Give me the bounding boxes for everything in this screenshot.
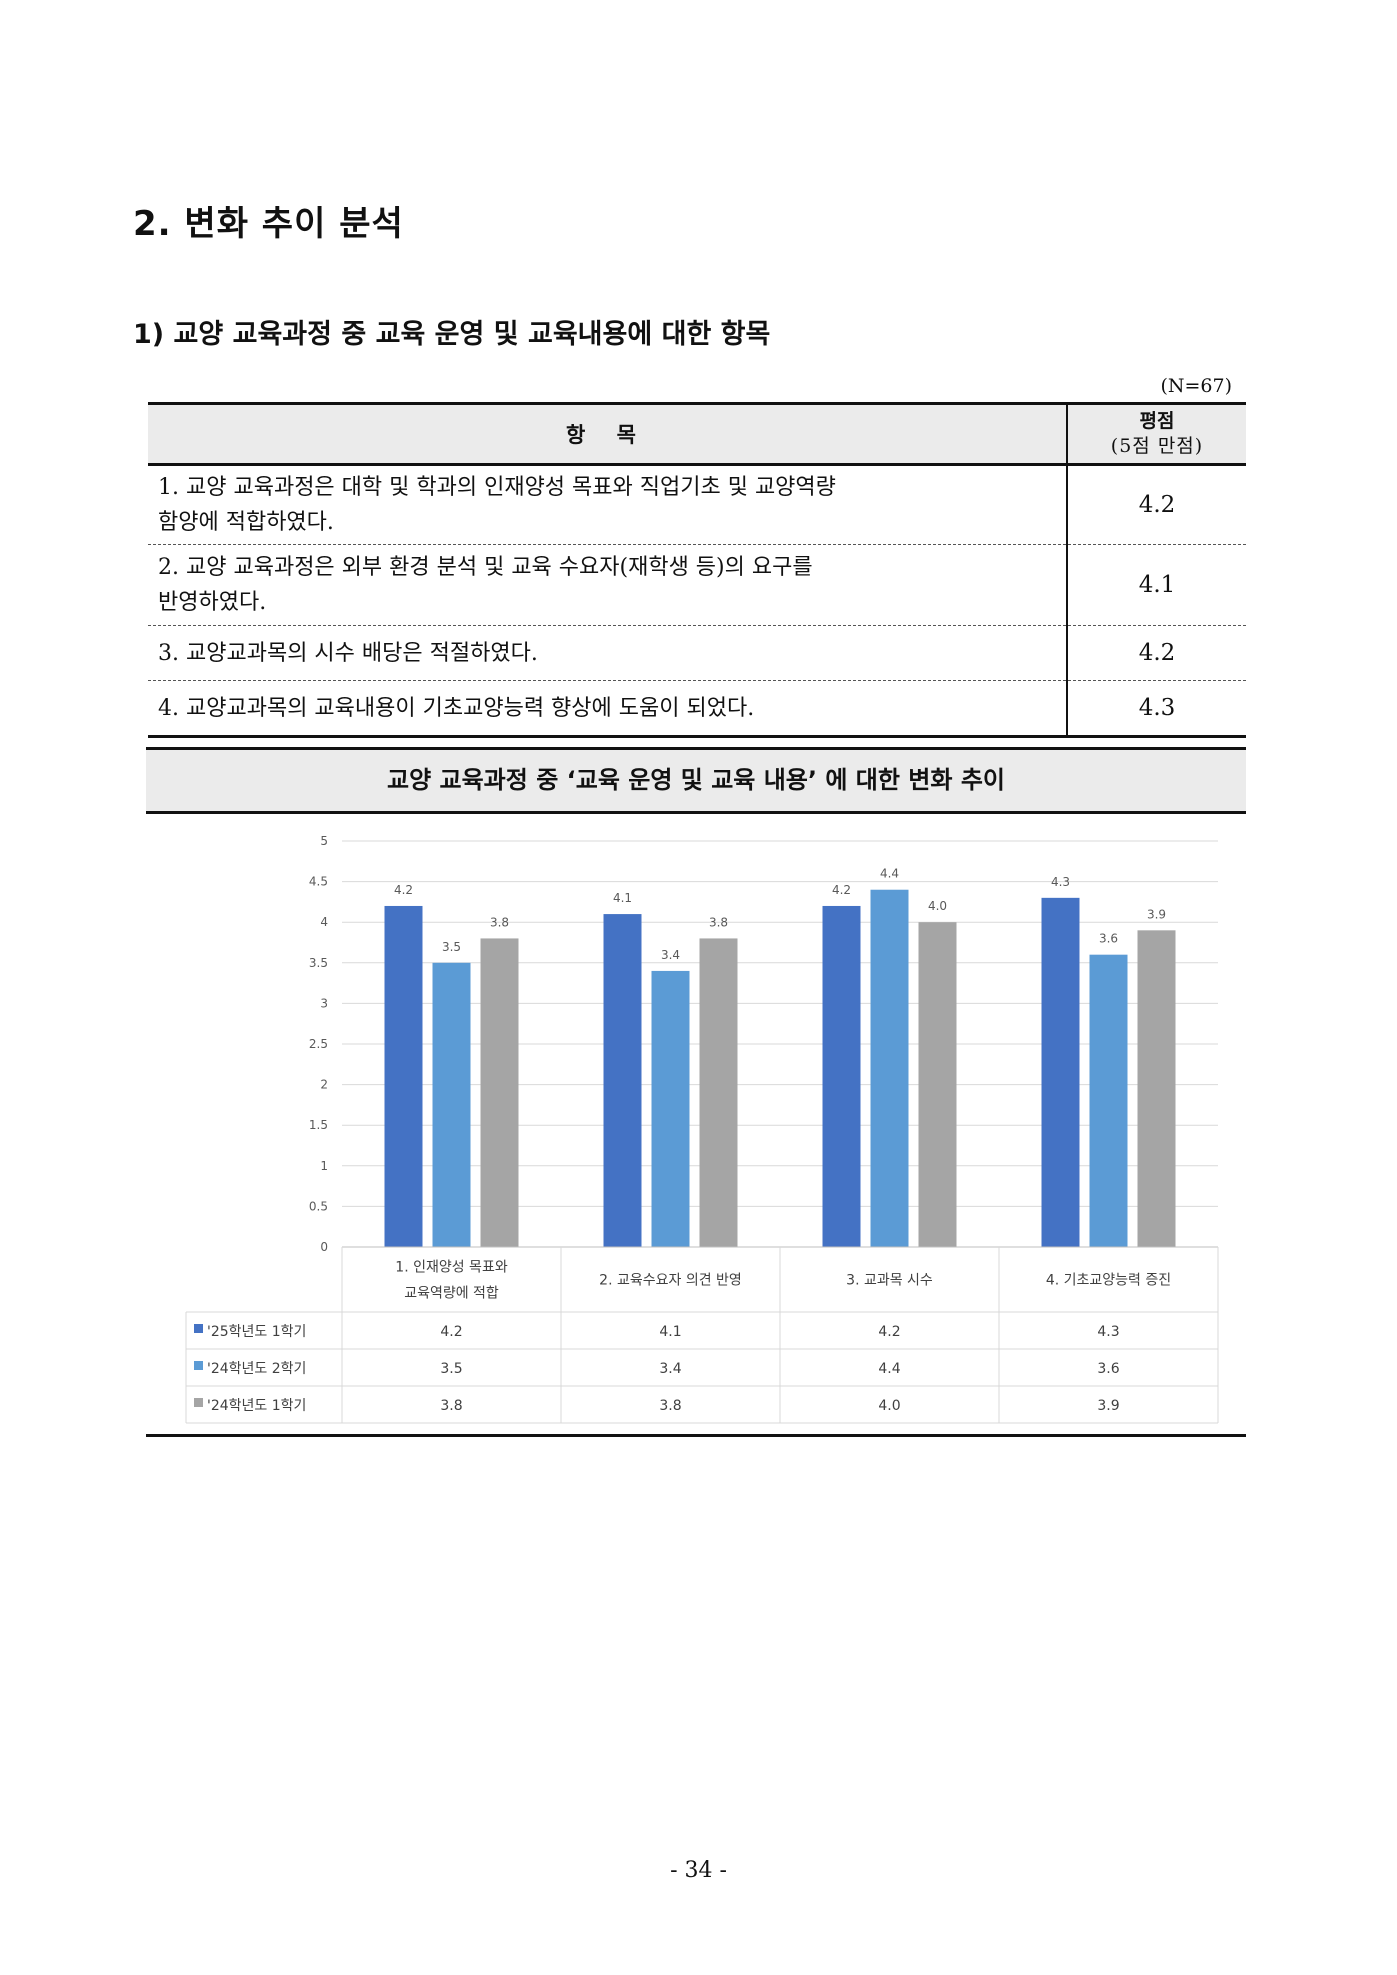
table-row: 2. 교양 교육과정은 외부 환경 분석 및 교육 수요자(재학생 등)의 요구… xyxy=(148,544,1246,626)
category-label: 2. 교육수요자 의견 반영 xyxy=(599,1273,742,1289)
bar xyxy=(870,889,909,1247)
legend-swatch xyxy=(194,1361,203,1370)
item-score: 4.2 xyxy=(1066,625,1246,681)
y-tick-label: 1.5 xyxy=(309,1118,328,1132)
item-line2: 함양에 적합하였다. xyxy=(158,510,334,535)
data-label: 4.3 xyxy=(1051,875,1070,889)
y-tick-label: 2 xyxy=(320,1078,328,1092)
item-score: 4.1 xyxy=(1066,544,1246,626)
table-value: 3.9 xyxy=(1097,1398,1119,1414)
y-tick-label: 3.5 xyxy=(309,956,328,970)
legend-swatch xyxy=(194,1324,203,1333)
y-tick-label: 0.5 xyxy=(309,1199,328,1213)
bar xyxy=(603,914,642,1247)
table-value: 4.2 xyxy=(440,1324,462,1340)
bar xyxy=(822,905,861,1247)
data-label: 3.4 xyxy=(661,948,680,962)
legend-label: '24학년도 2학기 xyxy=(207,1361,306,1377)
table-header-row: 항 목 평점 (5점 만점) xyxy=(148,402,1246,466)
item-line1: 교양 교육과정은 대학 및 학과의 인재양성 목표와 직업기초 및 교양역량 xyxy=(186,475,836,500)
data-label: 3.5 xyxy=(442,940,461,954)
item-number: 3. xyxy=(158,640,179,666)
data-label: 4.0 xyxy=(928,899,947,913)
bar xyxy=(432,962,471,1247)
table-value: 4.0 xyxy=(878,1398,900,1414)
legend-label: '24학년도 1학기 xyxy=(207,1398,306,1414)
table-value: 3.6 xyxy=(1097,1361,1119,1377)
item-text: 4. 교양교과목의 교육내용이 기초교양능력 향상에 도움이 되었다. xyxy=(148,680,1067,738)
data-label: 3.8 xyxy=(709,915,728,929)
data-label: 3.6 xyxy=(1099,932,1118,946)
legend-label: '25학년도 1학기 xyxy=(207,1324,306,1340)
bar xyxy=(1089,954,1128,1247)
chart-container: 교양 교육과정 중 ‘교육 운영 및 교육 내용’ 에 대한 변화 추이 0 0.… xyxy=(146,747,1246,1437)
bar xyxy=(651,970,690,1247)
table-value: 4.3 xyxy=(1097,1324,1119,1340)
page-number: - 34 - xyxy=(670,1858,727,1883)
bar xyxy=(1041,897,1080,1247)
table-value: 4.1 xyxy=(659,1324,681,1340)
item-line1: 교양교과목의 교육내용이 기초교양능력 향상에 도움이 되었다. xyxy=(186,695,755,721)
y-tick-label: 3 xyxy=(320,996,328,1010)
item-line1: 교양교과목의 시수 배당은 적절하였다. xyxy=(186,640,538,666)
y-tick-label: 2.5 xyxy=(309,1037,328,1051)
item-line1: 교양 교육과정은 외부 환경 분석 및 교육 수요자(재학생 등)의 요구를 xyxy=(186,555,813,580)
category-label: 4. 기초교양능력 증진 xyxy=(1046,1273,1171,1289)
y-tick-label: 1 xyxy=(320,1159,328,1173)
bar-chart: 0 0.5 1 1.5 2 2.5 3 3.5 4 4.5 5 4.2 3.5 3.8 4.1 3.4 3.8 4… xyxy=(185,834,1219,1424)
item-score: 4.2 xyxy=(1066,464,1246,545)
header-score-sub: (5점 만점) xyxy=(1110,435,1204,457)
data-label: 4.2 xyxy=(832,883,851,897)
data-label: 3.9 xyxy=(1147,907,1166,921)
data-label: 4.4 xyxy=(880,867,899,881)
item-line2: 반영하였다. xyxy=(158,590,267,615)
bar xyxy=(1137,930,1176,1247)
data-label: 3.8 xyxy=(490,915,509,929)
category-label: 교육역량에 적합 xyxy=(404,1286,499,1302)
category-label: 1. 인재양성 목표와 xyxy=(395,1260,508,1276)
table-value: 3.4 xyxy=(659,1361,681,1377)
category-label: 3. 교과목 시수 xyxy=(846,1273,933,1289)
y-tick-label: 4 xyxy=(320,915,328,929)
sample-size-label: (N=67) xyxy=(1160,375,1232,397)
bar xyxy=(384,905,423,1247)
chart-title: 교양 교육과정 중 ‘교육 운영 및 교육 내용’ 에 대한 변화 추이 xyxy=(146,750,1246,814)
section-title: 2. 변화 추이 분석 xyxy=(133,204,404,244)
legend-swatch xyxy=(194,1398,203,1407)
item-text: 3. 교양교과목의 시수 배당은 적절하였다. xyxy=(148,625,1067,681)
item-number: 4. xyxy=(158,695,179,721)
item-text: 1. 교양 교육과정은 대학 및 학과의 인재양성 목표와 직업기초 및 교양역… xyxy=(148,464,1067,545)
item-score: 4.3 xyxy=(1066,680,1246,738)
table-value: 3.5 xyxy=(440,1361,462,1377)
header-score-title: 평점 xyxy=(1139,410,1175,432)
data-label: 4.1 xyxy=(613,891,632,905)
y-tick-label: 0 xyxy=(320,1240,328,1254)
header-score: 평점 (5점 만점) xyxy=(1066,402,1246,466)
bar xyxy=(480,938,519,1247)
table-row: 1. 교양 교육과정은 대학 및 학과의 인재양성 목표와 직업기초 및 교양역… xyxy=(148,464,1246,545)
header-item: 항 목 xyxy=(148,402,1067,466)
y-tick-label: 5 xyxy=(320,834,328,848)
table-value: 4.2 xyxy=(878,1324,900,1340)
item-number: 2. xyxy=(158,555,179,580)
item-number: 1. xyxy=(158,475,179,500)
item-text: 2. 교양 교육과정은 외부 환경 분석 및 교육 수요자(재학생 등)의 요구… xyxy=(148,544,1067,626)
bar xyxy=(918,922,957,1247)
table-value: 4.4 xyxy=(878,1361,900,1377)
y-tick-label: 4.5 xyxy=(309,875,328,889)
table-value: 3.8 xyxy=(659,1398,681,1414)
data-label: 4.2 xyxy=(394,883,413,897)
table-row: 4. 교양교과목의 교육내용이 기초교양능력 향상에 도움이 되었다. 4.3 xyxy=(148,680,1246,738)
table-value: 3.8 xyxy=(440,1398,462,1414)
bar xyxy=(699,938,738,1247)
subsection-title: 1) 교양 교육과정 중 교육 운영 및 교육내용에 대한 항목 xyxy=(133,319,771,350)
survey-items-table: 항 목 평점 (5점 만점) 1. 교양 교육과정은 대학 및 학과의 인재양성… xyxy=(148,402,1246,738)
table-row: 3. 교양교과목의 시수 배당은 적절하였다. 4.2 xyxy=(148,625,1246,681)
